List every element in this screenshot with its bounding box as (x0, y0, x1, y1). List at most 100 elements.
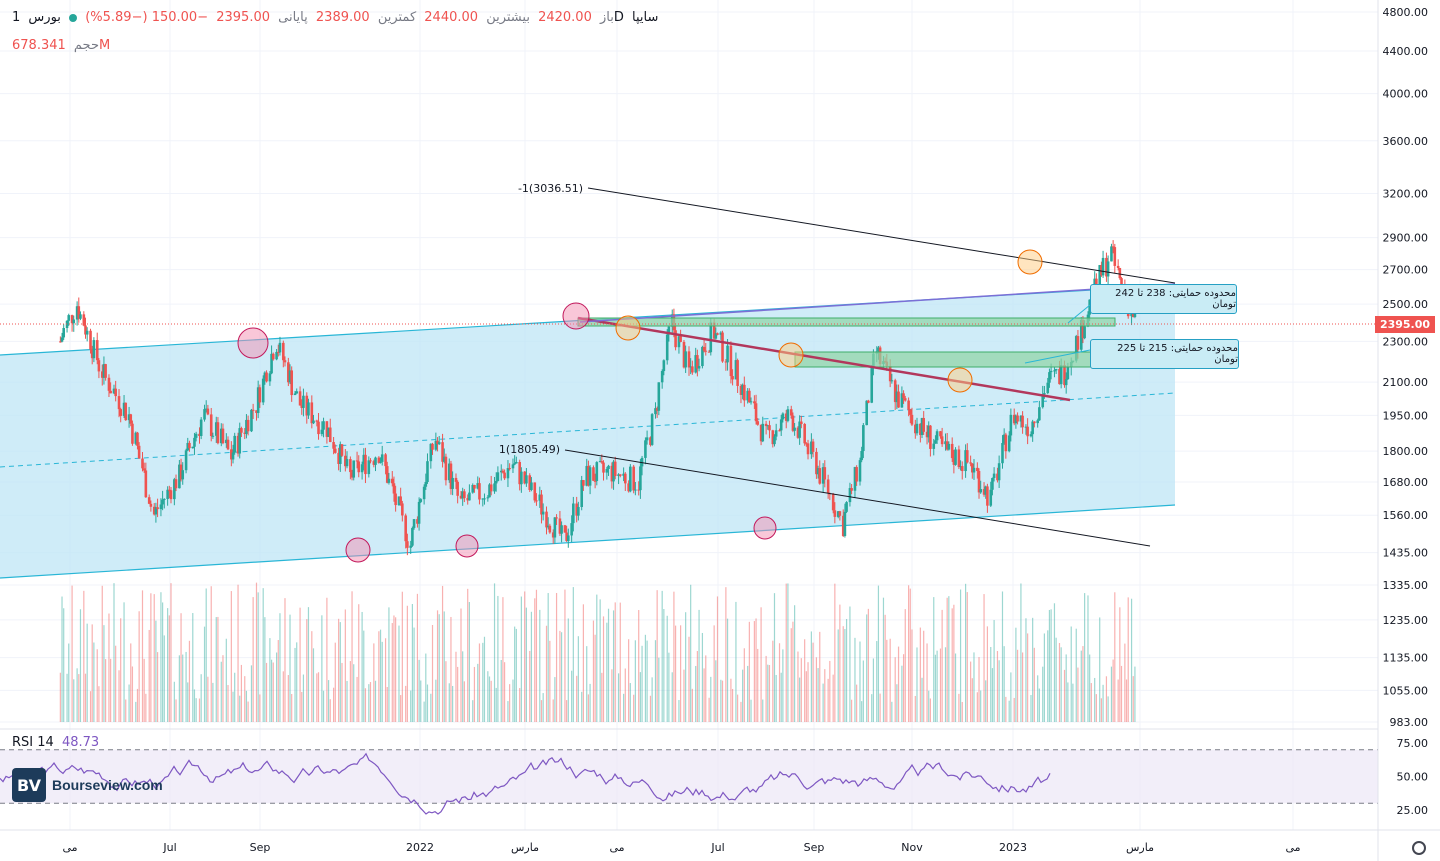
low-label: کمترین (377, 10, 417, 25)
price-tick-label: 2900.00 (1383, 232, 1429, 245)
volume-bar (844, 629, 846, 722)
volume-bar (386, 687, 388, 722)
candle-body (216, 422, 220, 444)
candle-body (127, 414, 131, 421)
candle-body (166, 489, 169, 499)
candle-body (1063, 365, 1066, 386)
volume-bar (272, 662, 274, 722)
candle-body (1036, 420, 1039, 424)
candle-body (380, 454, 384, 462)
candle-body (159, 504, 163, 510)
exchange-name[interactable]: بورس (28, 10, 61, 25)
channel-midline (0, 392, 1176, 468)
candle-body (369, 460, 372, 462)
upper-support-note[interactable]: محدوده حمایتی: 238 تا 242 تومان (1090, 284, 1237, 314)
volume-bar (721, 680, 724, 722)
volume-bar (141, 590, 144, 722)
volume-bar (1075, 628, 1077, 722)
candle-body (322, 421, 325, 430)
candle-body (986, 486, 989, 506)
candle-body (1133, 311, 1137, 317)
candle-body (1095, 278, 1098, 288)
volume-bar (799, 677, 801, 722)
volume-bar (1010, 672, 1012, 722)
volume-bar (933, 597, 935, 722)
candle-body (605, 468, 609, 473)
candle-body (340, 444, 344, 456)
volume-bar (344, 609, 346, 722)
candle-body (1049, 370, 1053, 373)
candle-body (662, 360, 666, 372)
candle-body (214, 422, 218, 436)
volume-bar (534, 598, 536, 722)
candle-body (501, 470, 505, 473)
volume-bar (301, 691, 303, 722)
candle-body (459, 495, 463, 499)
candle-body (848, 488, 852, 503)
gear-icon[interactable] (1412, 841, 1426, 855)
candle-body (818, 468, 822, 484)
volume-bar (805, 671, 807, 722)
volume-bar (1003, 646, 1005, 722)
price-tick-label: 1055.00 (1383, 684, 1429, 697)
volume-bar (63, 608, 65, 722)
volume-bar (398, 625, 400, 722)
volume-bar (800, 658, 802, 722)
volume-bar (753, 621, 755, 722)
candle-body (771, 430, 775, 445)
symbol-name[interactable]: سایپا (632, 10, 659, 25)
volume-bar (970, 661, 972, 722)
candle-body (447, 463, 451, 481)
volume-bar (842, 626, 844, 722)
candle-body (748, 390, 751, 403)
candle-body (595, 462, 599, 481)
pivot-circle-marker (345, 537, 371, 563)
volume-bar (909, 588, 911, 722)
volume-bar (227, 685, 229, 722)
candle-body (422, 486, 426, 500)
candlestick-series (59, 240, 1137, 556)
volume-bar (103, 625, 105, 722)
candle-body (960, 466, 964, 472)
market-status-icon (69, 13, 78, 22)
candle-body (441, 442, 444, 462)
candle-body (134, 432, 138, 444)
volume-bar (748, 621, 750, 722)
volume-bar (834, 583, 836, 722)
candle-body (553, 517, 557, 538)
candle-body (518, 461, 521, 485)
volume-bar (812, 642, 814, 722)
volume-bar (606, 622, 608, 722)
volume-bar (212, 682, 214, 722)
candle-body (743, 384, 746, 401)
volume-bar (203, 626, 206, 722)
candle-body (945, 441, 949, 450)
timeframe[interactable]: 1D (12, 10, 624, 25)
candle-body (786, 409, 790, 421)
volume-bar (185, 651, 187, 722)
volume-bar (188, 640, 191, 722)
candle-body (75, 306, 79, 320)
candle-body (1001, 443, 1004, 464)
volume-bar (425, 653, 427, 722)
volume-bar (819, 631, 821, 722)
candle-body (131, 423, 134, 444)
lower-support-note[interactable]: محدوده حمایتی: 215 تا 225 تومان (1090, 339, 1239, 369)
candle-body (756, 421, 760, 425)
volume-bar (98, 686, 100, 722)
candle-body (499, 470, 503, 473)
candle-body (1014, 415, 1018, 424)
candle-body (1081, 319, 1085, 339)
volume-bar (374, 680, 377, 722)
candle-body (803, 424, 806, 444)
candle-body (350, 472, 354, 478)
volume-bar (986, 626, 988, 722)
volume-bar (710, 676, 712, 722)
candle-body (778, 430, 781, 432)
volume-bar (327, 680, 330, 722)
candle-body (84, 325, 87, 335)
candle-body (826, 479, 830, 494)
volume-bar (634, 640, 636, 722)
candle-body (793, 427, 796, 431)
